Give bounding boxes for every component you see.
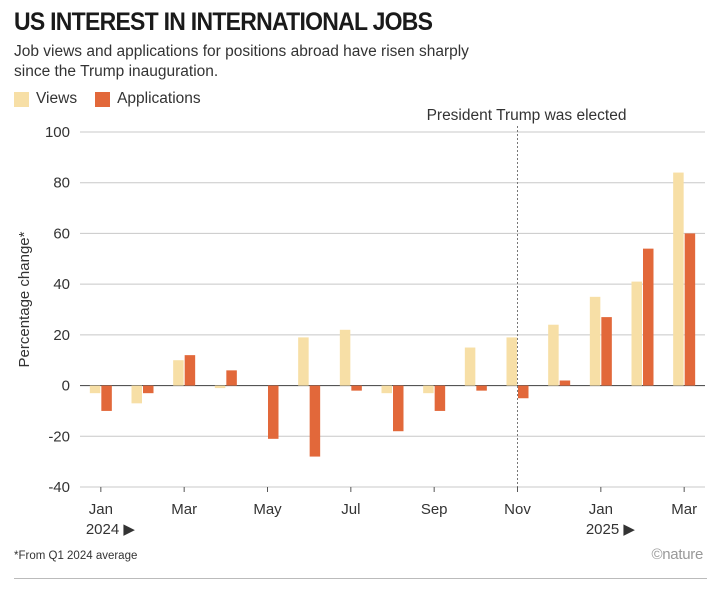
y-tick-label: 80 bbox=[53, 175, 70, 192]
y-axis-label: Percentage change* bbox=[16, 231, 33, 367]
bar-applications-apr-2024 bbox=[226, 370, 237, 386]
bar-views-mar-2024 bbox=[173, 360, 184, 386]
legend-swatch-applications bbox=[95, 91, 111, 107]
chart-subtitle: Job views and applications for positions… bbox=[14, 43, 469, 80]
bar-applications-sep-2024 bbox=[434, 385, 446, 411]
bar-applications-dec-2024 bbox=[559, 380, 571, 386]
bar-applications-feb-2025 bbox=[643, 248, 654, 386]
x-tick-label: Mar bbox=[171, 501, 197, 518]
y-tick-label: 40 bbox=[53, 276, 70, 293]
x-tick-label: May bbox=[253, 501, 282, 518]
x-tick-label: Sep bbox=[421, 501, 448, 518]
x-tick-label: Jan bbox=[589, 501, 613, 518]
y-tick-label: -20 bbox=[48, 428, 70, 445]
legend-item-views: Views bbox=[14, 90, 77, 108]
bar-views-feb-2024 bbox=[131, 385, 142, 404]
y-tick-label: 100 bbox=[45, 124, 70, 141]
bar-views-feb-2025 bbox=[631, 281, 642, 386]
footnote: *From Q1 2024 average bbox=[14, 550, 138, 562]
bar-applications-nov-2024 bbox=[518, 385, 529, 399]
bar-views-jan-2025 bbox=[589, 296, 601, 386]
bar-applications-jul-2024 bbox=[351, 385, 362, 391]
bar-applications-mar-2025 bbox=[684, 233, 696, 386]
bar-applications-oct-2024 bbox=[476, 385, 487, 391]
legend-swatch-views bbox=[14, 91, 29, 107]
bar-views-aug-2024 bbox=[381, 385, 392, 394]
bar-views-apr-2024 bbox=[214, 385, 226, 389]
legend-label-applications: Applications bbox=[117, 90, 201, 107]
legend-label-views: Views bbox=[36, 90, 78, 107]
x-tick-label: Mar bbox=[671, 501, 697, 518]
legend: Views Applications bbox=[14, 90, 219, 108]
year-label: 2025 ▶ bbox=[586, 521, 636, 538]
bar-applications-jan-2024 bbox=[101, 385, 112, 411]
bottom-divider bbox=[14, 578, 707, 579]
bar-applications-feb-2024 bbox=[143, 385, 154, 394]
bar-applications-jan-2025 bbox=[601, 317, 612, 386]
bar-applications-may-2024 bbox=[268, 385, 279, 439]
bar-views-jun-2024 bbox=[298, 337, 309, 386]
y-tick-label: 20 bbox=[53, 327, 70, 344]
bar-views-sep-2024 bbox=[423, 385, 434, 394]
y-tick-label: 60 bbox=[53, 225, 70, 242]
bar-applications-jun-2024 bbox=[309, 385, 321, 457]
nature-logo: ©nature bbox=[651, 546, 704, 563]
bar-applications-aug-2024 bbox=[393, 385, 404, 432]
x-tick-label: Nov bbox=[504, 501, 531, 518]
x-tick-label: Jul bbox=[341, 501, 360, 518]
legend-item-applications: Applications bbox=[95, 90, 201, 108]
bar-views-mar-2025 bbox=[673, 172, 684, 386]
bar-views-nov-2024 bbox=[506, 337, 517, 386]
chart-title: US INTEREST IN INTERNATIONAL JOBS bbox=[14, 8, 433, 36]
bar-views-jan-2024 bbox=[89, 385, 101, 394]
year-label: 2024 ▶ bbox=[86, 521, 136, 538]
bar-views-jul-2024 bbox=[339, 329, 351, 386]
y-tick-label: -40 bbox=[48, 479, 70, 496]
election-annotation: President Trump was elected bbox=[427, 107, 627, 124]
y-tick-label: 0 bbox=[62, 378, 70, 395]
bar-applications-mar-2024 bbox=[184, 355, 196, 386]
bar-views-oct-2024 bbox=[464, 347, 476, 386]
bar-chart: -40 -20 0 20 40 60 80 100 Percentage change* Pres… bbox=[16, 107, 705, 538]
x-tick-label: Jan bbox=[89, 501, 113, 518]
bar-views-dec-2024 bbox=[548, 324, 559, 386]
